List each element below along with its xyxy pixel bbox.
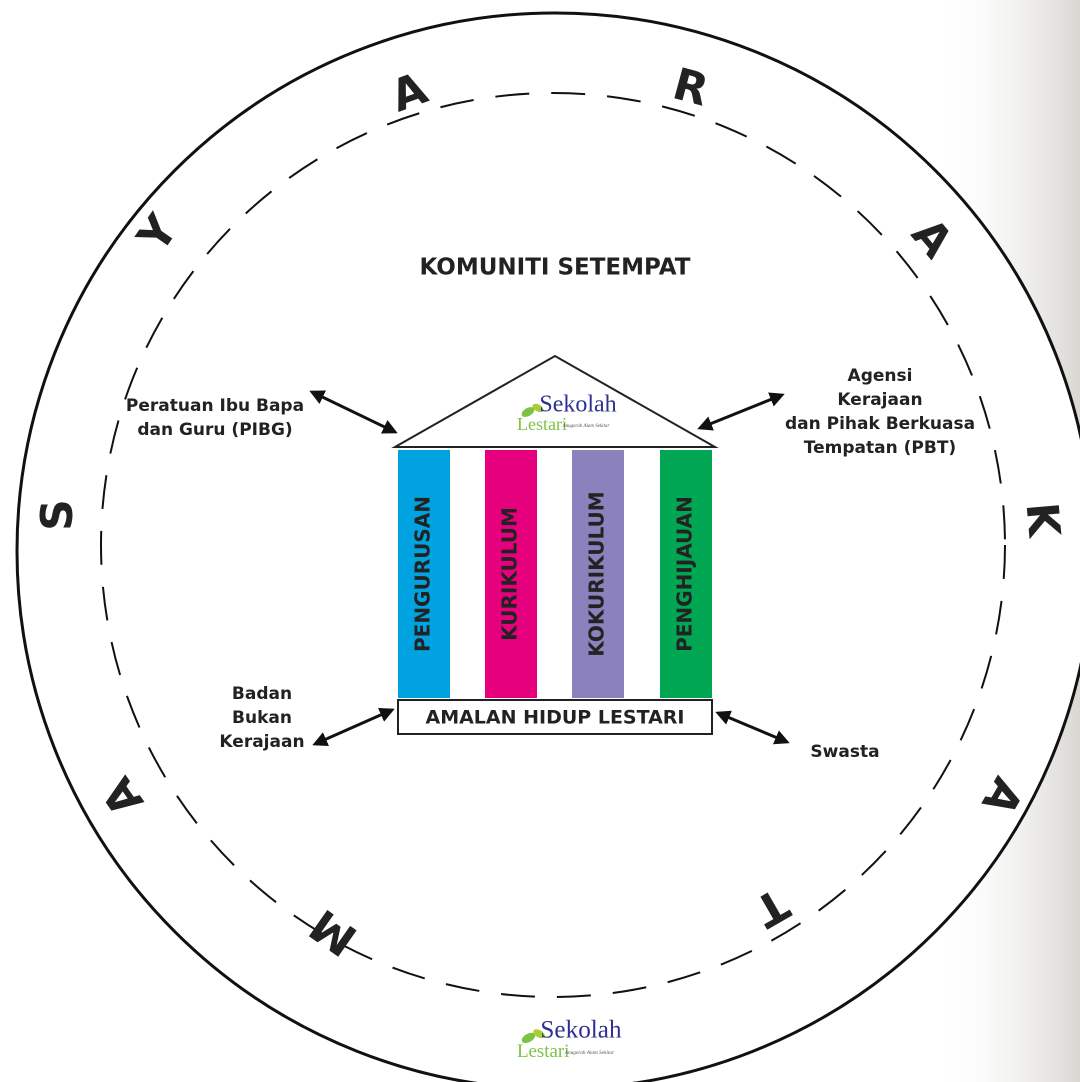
title: KOMUNITI SETEMPAT (420, 255, 691, 281)
logo-word: Sekolah (540, 1016, 622, 1043)
logo-word: Lestari (517, 414, 567, 434)
pillar-label: KOKURIKULUM (585, 491, 609, 656)
diagram: KOMUNITI SETEMPAT AMALAN HIDUP LESTARI M… (0, 0, 1080, 1082)
partner-label: Peratuan Ibu Bapa (126, 396, 304, 416)
partner-label: dan Guru (PIBG) (137, 420, 292, 440)
pillar-label: KURIKULUM (498, 507, 522, 641)
pillar-label: PENGHIJAUAN (673, 496, 697, 652)
pillar-label: PENGURUSAN (411, 496, 435, 652)
partner-label: Swasta (810, 742, 879, 762)
partner-label: Badan (232, 684, 292, 704)
ring-letter: S (32, 499, 83, 531)
partner-label: Bukan (232, 708, 292, 728)
partner-label: Kerajaan (837, 390, 922, 410)
logo-word: Lestari (517, 1041, 569, 1062)
ring-letter: K (1016, 501, 1070, 541)
partner-label: Tempatan (PBT) (804, 438, 956, 458)
partner-label: Agensi (848, 366, 913, 386)
logo-tagline: Anugerah Alam Sekitar (562, 424, 610, 429)
partner-label: dan Pihak Berkuasa (785, 414, 975, 434)
outer-circle (17, 13, 1080, 1082)
base-label: AMALAN HIDUP LESTARI (425, 707, 684, 729)
partner-label: Kerajaan (219, 732, 304, 752)
logo-tagline: Anugerah Alam Sekitar (564, 1050, 615, 1056)
